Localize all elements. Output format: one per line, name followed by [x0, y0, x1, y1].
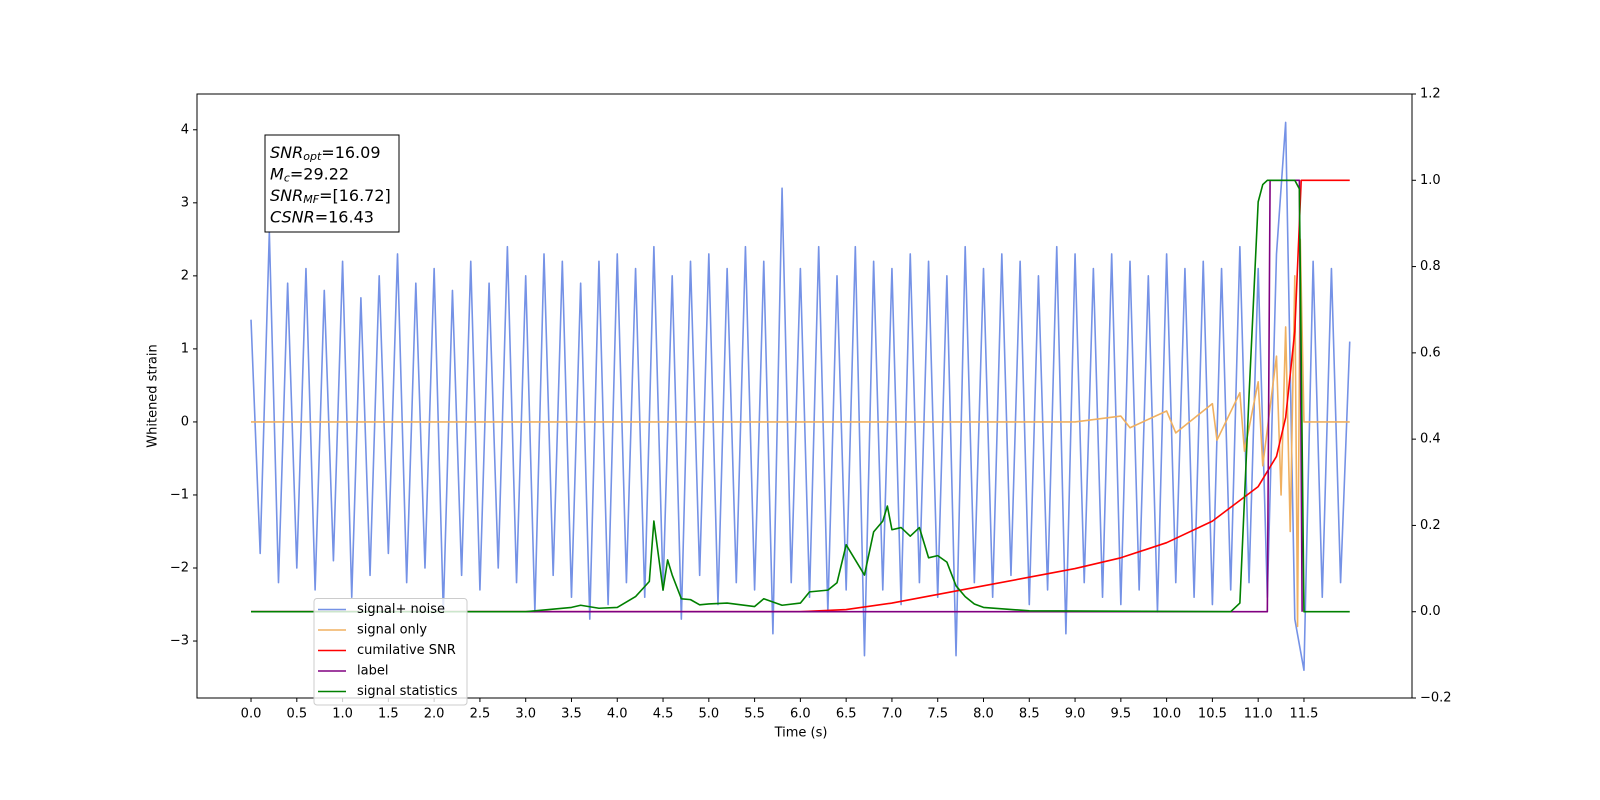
- series-line: [251, 179, 1350, 613]
- x-tick-label: 1.0: [332, 707, 353, 722]
- annotation: SNRopt=16.09: [270, 143, 381, 164]
- axes-frame: [196, 93, 1413, 699]
- annotation-symbol: M: [270, 164, 284, 183]
- annotation: Mc=29.22: [270, 164, 349, 185]
- x-tick-label: 10.5: [1198, 707, 1227, 722]
- y-tick-label: −3: [170, 634, 189, 649]
- y2-tick-label: 0.4: [1420, 432, 1441, 447]
- y2-tick-label: 0.2: [1420, 518, 1441, 533]
- annotation-text: =29.22: [290, 164, 349, 183]
- x-tick-label: 11.0: [1244, 707, 1273, 722]
- y2-tick-label: −0.2: [1420, 691, 1452, 706]
- y-tick-label: 1: [181, 341, 189, 356]
- annotation: CSNR=16.43: [270, 207, 374, 226]
- x-tick-label: 9.5: [1110, 707, 1131, 722]
- annotation-symbol: SNR: [270, 143, 303, 162]
- y-tick-label: 4: [181, 122, 189, 137]
- y-tick-label: −2: [170, 560, 189, 575]
- y-tick-label: 0: [181, 414, 189, 429]
- x-tick-label: 6.5: [836, 707, 857, 722]
- legend-label: signal only: [357, 623, 427, 638]
- annotation-text: =16.09: [321, 143, 380, 162]
- annotation-box: SNRopt=16.09Mc=29.22SNRMF=[16.72]CSNR=16…: [264, 134, 400, 233]
- x-tick-label: 11.5: [1289, 707, 1318, 722]
- y-axis-label: Whitened strain: [146, 344, 161, 447]
- x-tick-label: 3.0: [515, 707, 536, 722]
- x-tick-label: 4.0: [607, 707, 628, 722]
- annotation: SNRMF=[16.72]: [270, 186, 391, 207]
- legend-label: label: [357, 664, 388, 679]
- annotation-subscript: c: [284, 172, 290, 185]
- annotation-text: =[16.72]: [319, 186, 391, 205]
- plot-area: [250, 121, 1351, 672]
- y2-tick-label: 1.2: [1420, 87, 1441, 102]
- legend-frame: [313, 598, 468, 706]
- y2-tick-label: 1.0: [1420, 173, 1441, 188]
- x-tick-label: 8.5: [1019, 707, 1040, 722]
- x-tick-label: 6.0: [790, 707, 811, 722]
- x-tick-label: 0.0: [241, 707, 262, 722]
- y-tick-label: 3: [181, 195, 189, 210]
- x-tick-label: 5.0: [698, 707, 719, 722]
- y2-tick-label: 0.8: [1420, 259, 1441, 274]
- y2-tick-label: 0.0: [1420, 604, 1441, 619]
- x-tick-label: 2.5: [470, 707, 491, 722]
- x-tick-label: 10.0: [1152, 707, 1181, 722]
- y2-tick-label: 0.6: [1420, 345, 1441, 360]
- annotation-frame: [264, 134, 400, 233]
- x-tick-label: 3.5: [561, 707, 582, 722]
- x-axis-label: Time (s): [774, 726, 828, 741]
- legend-label: cumilative SNR: [357, 643, 456, 658]
- x-tick-label: 5.5: [744, 707, 765, 722]
- legend-label: signal statistics: [357, 684, 458, 699]
- y-tick-label: −1: [170, 487, 189, 502]
- x-tick-label: 1.5: [378, 707, 399, 722]
- annotation-symbol: SNR: [270, 186, 303, 205]
- x-tick-label: 2.0: [424, 707, 445, 722]
- series-line: [250, 121, 1351, 672]
- annotation-subscript: opt: [303, 150, 322, 163]
- y-tick-label: 2: [181, 268, 189, 283]
- x-tick-label: 4.5: [653, 707, 674, 722]
- series-line: [251, 238, 1350, 628]
- annotation-subscript: MF: [303, 193, 319, 206]
- x-tick-label: 8.0: [973, 707, 994, 722]
- series-line: [251, 179, 1350, 613]
- legend: signal+ noise signal only cumilative SNR la…: [313, 598, 468, 706]
- annotation-symbol: CSNR: [270, 207, 315, 226]
- x-tick-label: 7.0: [882, 707, 903, 722]
- legend-label: signal+ noise: [357, 602, 445, 617]
- annotation-text: =16.43: [315, 207, 374, 226]
- x-tick-label: 7.5: [927, 707, 948, 722]
- x-tick-label: 9.0: [1065, 707, 1086, 722]
- x-tick-label: 0.5: [286, 707, 307, 722]
